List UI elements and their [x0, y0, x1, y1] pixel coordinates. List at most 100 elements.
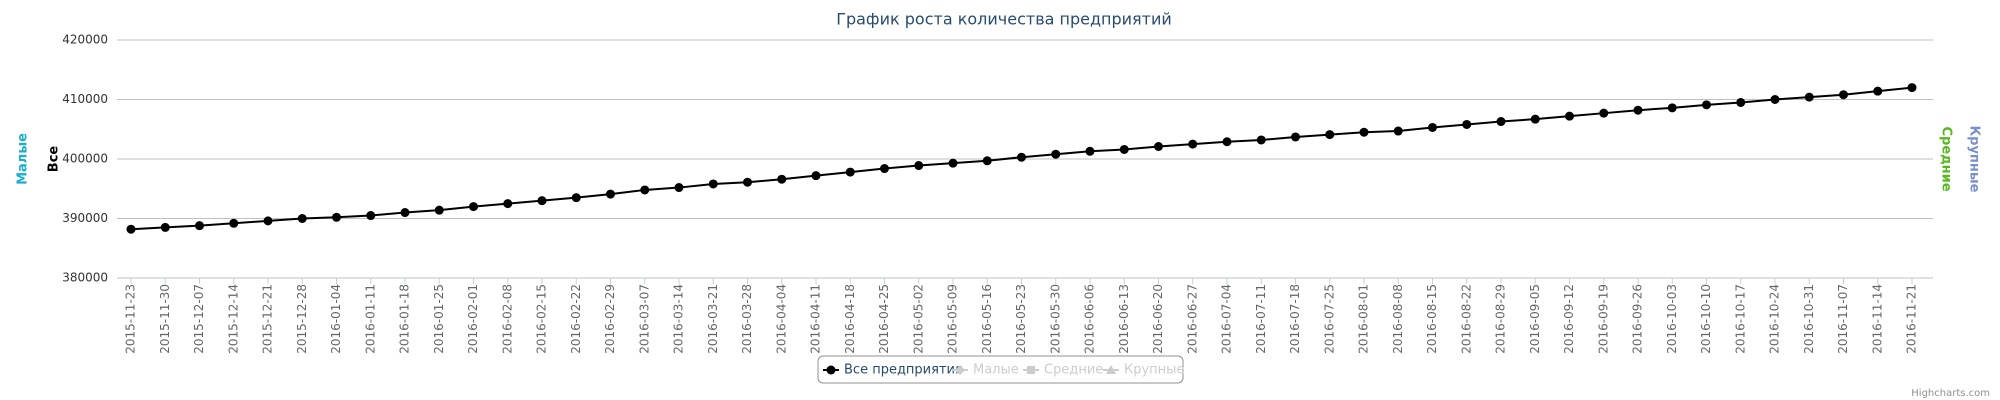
- data-point: [1017, 152, 1026, 162]
- x-tick-label: 2016-04-25: [877, 284, 891, 354]
- y-tick-label: 380000: [62, 271, 108, 285]
- x-tick-label: 2016-06-13: [1117, 284, 1131, 354]
- data-point: [640, 185, 650, 195]
- data-point: [1428, 122, 1437, 132]
- x-tick-label: 2015-12-07: [192, 284, 206, 354]
- data-point: [1736, 97, 1746, 107]
- y-tick-label: 420000: [62, 33, 108, 47]
- legend-label[interactable]: Малые: [973, 363, 1019, 378]
- data-point: [708, 179, 718, 189]
- x-tick-label: 2016-02-15: [535, 284, 549, 354]
- x-tick-label: 2016-03-14: [672, 284, 686, 354]
- legend-box: [817, 355, 1184, 384]
- x-tick-label: 2016-08-29: [1494, 284, 1508, 354]
- x-tick-label: 2016-07-04: [1220, 284, 1234, 354]
- y-tick-label: 390000: [62, 211, 108, 225]
- data-point: [160, 222, 170, 232]
- data-point: [1119, 144, 1129, 154]
- legend-symbol: [826, 365, 836, 375]
- data-point: [1907, 83, 1917, 93]
- data-point: [1873, 86, 1883, 96]
- x-tick-label: 2015-12-28: [295, 284, 309, 354]
- x-tick-label: 2016-07-18: [1288, 284, 1302, 354]
- data-point: [1565, 111, 1574, 121]
- x-tick-label: 2016-10-10: [1699, 284, 1713, 354]
- x-tick-label: 2015-11-23: [124, 284, 138, 354]
- data-point: [263, 216, 273, 226]
- data-point: [571, 193, 581, 203]
- legend-label[interactable]: Все предприятия: [844, 363, 963, 378]
- data-point: [1256, 135, 1266, 145]
- data-point: [1359, 127, 1369, 137]
- x-tick-label: 2016-04-18: [843, 284, 857, 354]
- data-point: [1839, 90, 1848, 100]
- data-point: [400, 208, 410, 218]
- x-tick-label: 2016-05-09: [946, 284, 960, 354]
- legend-label[interactable]: Средние: [1044, 363, 1103, 378]
- axis-title: Средние: [1939, 126, 1954, 191]
- data-point: [1291, 132, 1300, 142]
- data-point: [1770, 95, 1780, 104]
- data-point: [297, 214, 307, 223]
- x-tick-label: 2016-09-19: [1596, 284, 1610, 354]
- chart-title: График роста количества предприятий: [836, 10, 1172, 29]
- x-tick-label: 2016-03-21: [706, 284, 720, 354]
- x-tick-label: 2016-08-01: [1357, 284, 1371, 354]
- x-tick-label: 2016-06-06: [1083, 284, 1097, 354]
- data-point: [537, 196, 547, 206]
- credit[interactable]: Highcharts.com: [1911, 388, 1990, 399]
- x-tick-label: 2016-07-25: [1322, 284, 1336, 354]
- x-tick-label: 2015-11-30: [158, 284, 172, 354]
- x-tick-label: 2016-10-31: [1802, 284, 1816, 354]
- data-point: [332, 212, 341, 222]
- x-tick-label: 2016-10-03: [1665, 284, 1679, 354]
- x-tick-label: 2016-04-11: [809, 284, 823, 354]
- legend-label[interactable]: Крупные: [1124, 363, 1184, 378]
- x-tick-label: 2016-11-21: [1905, 284, 1919, 354]
- data-point: [503, 199, 513, 209]
- data-point: [1222, 137, 1232, 147]
- data-point: [743, 177, 752, 187]
- x-tick-label: 2016-01-04: [329, 284, 343, 354]
- x-tick-label: 2016-09-26: [1631, 284, 1645, 354]
- x-tick-label: 2016-11-07: [1836, 284, 1850, 354]
- x-tick-label: 2016-09-12: [1562, 284, 1576, 354]
- x-tick-label: 2016-10-24: [1768, 284, 1782, 354]
- data-point: [434, 205, 444, 215]
- data-point: [366, 211, 376, 221]
- legend-symbol: [955, 365, 965, 375]
- x-tick-label: 2016-01-11: [363, 284, 377, 354]
- data-point: [880, 164, 889, 174]
- data-point: [1702, 100, 1711, 110]
- data-point: [469, 202, 478, 212]
- data-point: [1667, 103, 1677, 113]
- axis-title: Малые: [16, 133, 31, 185]
- data-point: [845, 167, 855, 177]
- data-point: [1530, 114, 1540, 124]
- y-tick-label: 410000: [62, 92, 108, 106]
- data-point: [948, 158, 958, 168]
- data-point: [1188, 139, 1198, 149]
- x-tick-label: 2016-05-30: [1048, 284, 1062, 354]
- data-point: [195, 221, 204, 231]
- data-point: [1462, 119, 1472, 129]
- x-tick-label: 2016-06-27: [1185, 284, 1199, 354]
- x-tick-label: 2016-06-20: [1151, 284, 1165, 354]
- x-tick-label: 2015-12-21: [261, 284, 275, 354]
- x-tick-label: 2016-03-28: [740, 284, 754, 354]
- x-tick-label: 2016-11-14: [1870, 284, 1884, 354]
- axis-title: Все: [47, 146, 62, 173]
- data-point: [126, 224, 136, 234]
- x-tick-label: 2016-09-05: [1528, 284, 1542, 354]
- x-tick-label: 2016-02-29: [603, 284, 617, 354]
- data-point: [914, 161, 924, 171]
- y-tick-label: 400000: [62, 152, 108, 166]
- x-tick-label: 2016-05-23: [1014, 284, 1028, 354]
- axis-title: Крупные: [1967, 126, 1982, 193]
- data-point: [606, 189, 615, 199]
- data-point: [1633, 105, 1643, 115]
- x-tick-label: 2016-08-22: [1459, 284, 1473, 354]
- x-tick-label: 2016-01-25: [432, 284, 446, 354]
- x-tick-label: 2016-01-18: [398, 284, 412, 354]
- data-point: [982, 156, 992, 166]
